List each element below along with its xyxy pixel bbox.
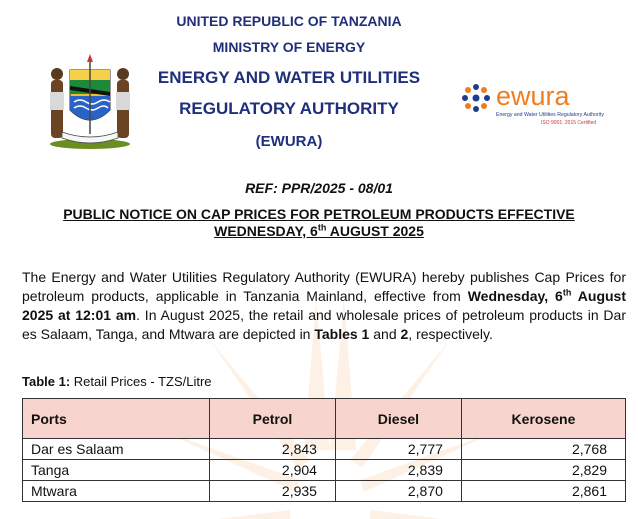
paragraph-text-1: The Energy and Water Utilities Regulator… <box>22 269 626 304</box>
header-acronym: (EWURA) <box>255 133 323 150</box>
port-name: Tanga <box>22 459 210 481</box>
paragraph-bold-time: August 2025 at 12:01 am <box>22 288 626 323</box>
paragraph-text-4: , respectively. <box>408 326 493 342</box>
paragraph-bold-two: 2 <box>400 326 409 342</box>
ewura-logo: ewura Energy and Water Utilities Regulat… <box>462 81 604 126</box>
paragraph-bold-date: Wednesday, 6 <box>467 288 563 304</box>
table-row: Mtwara 2,935 2,870 2,861 <box>22 480 627 502</box>
paragraph-text-2: . In August 2025, the retail and wholesa… <box>22 307 626 342</box>
table-caption-text: Retail Prices - TZS/Litre <box>70 374 212 389</box>
table-header-row: Ports Petrol Diesel Kerosene <box>22 398 627 439</box>
table-caption-label: Table 1: <box>22 374 71 389</box>
petrol-price: 2,843 <box>209 438 336 460</box>
kerosene-price: 2,768 <box>460 438 627 460</box>
reference-number: REF: PPR/2025 - 08/01 <box>245 180 393 196</box>
notice-title: PUBLIC NOTICE ON CAP PRICES FOR PETROLEU… <box>20 206 618 240</box>
petrol-price: 2,904 <box>209 459 336 481</box>
diesel-price: 2,777 <box>334 438 462 460</box>
paragraph-bold-tables: Tables 1 <box>314 326 370 342</box>
paragraph-text-3: and <box>369 326 401 342</box>
diesel-price: 2,839 <box>334 459 462 481</box>
port-name: Dar es Salaam <box>22 438 210 460</box>
notice-title-part2: AUGUST 2025 <box>326 223 424 239</box>
header-authority-line1: ENERGY AND WATER UTILITIES <box>157 68 421 87</box>
column-header-ports: Ports <box>22 398 210 439</box>
column-header-petrol: Petrol <box>209 398 336 439</box>
kerosene-price: 2,861 <box>460 480 627 502</box>
petrol-price: 2,935 <box>209 480 336 502</box>
table-row: Dar es Salaam 2,843 2,777 2,768 <box>22 438 627 460</box>
paragraph-bold-sup: th <box>562 287 572 298</box>
notice-title-part1: PUBLIC NOTICE ON CAP PRICES FOR PETROLEU… <box>63 206 575 239</box>
column-header-diesel: Diesel <box>334 398 462 439</box>
column-header-kerosene: Kerosene <box>460 398 627 439</box>
ewura-logo-iso: ISO 9001: 2015 Certified <box>541 120 596 126</box>
table-row: Tanga 2,904 2,839 2,829 <box>22 459 627 481</box>
ewura-logo-wordmark: ewura <box>496 81 571 111</box>
table-caption: Table 1: Retail Prices - TZS/Litre <box>22 374 212 389</box>
header-ministry: MINISTRY OF ENERGY <box>212 39 366 55</box>
header-authority-line2: REGULATORY AUTHORITY <box>179 99 399 118</box>
tanzania-coat-of-arms <box>50 54 130 149</box>
notice-title-sup: th <box>317 222 327 233</box>
header-country: UNITED REPUBLIC OF TANZANIA <box>176 13 402 29</box>
port-name: Mtwara <box>22 480 210 502</box>
retail-prices-table: Ports Petrol Diesel Kerosene Dar es Sala… <box>22 398 627 502</box>
kerosene-price: 2,829 <box>460 459 627 481</box>
notice-paragraph: The Energy and Water Utilities Regulator… <box>22 268 626 344</box>
ewura-logo-tagline: Energy and Water Utilities Regulatory Au… <box>496 112 604 118</box>
diesel-price: 2,870 <box>334 480 462 502</box>
